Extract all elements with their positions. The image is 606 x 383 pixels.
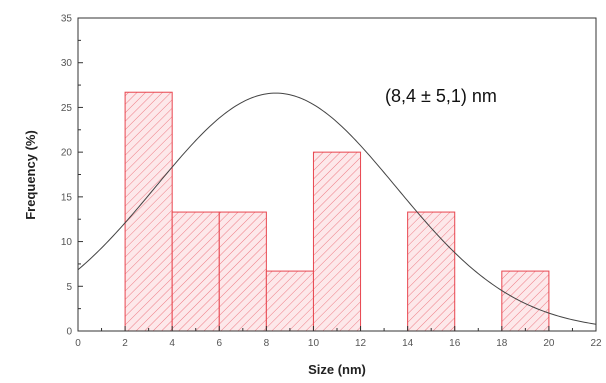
x-tick-label-4: 4 (169, 338, 175, 349)
histogram-bar-14-16 (407, 211, 456, 332)
gaussian-fit-curve (78, 92, 596, 325)
x-tick-label-22: 22 (590, 338, 602, 349)
x-tick-label-14: 14 (402, 338, 414, 349)
histogram-bar-6-8 (218, 211, 267, 332)
x-axis: 0 2 4 6 8 10 12 14 16 18 20 22 (75, 326, 602, 349)
x-tick-label-2: 2 (122, 338, 128, 349)
x-tick-label-12: 12 (355, 338, 367, 349)
x-tick-label-10: 10 (308, 338, 320, 349)
y-tick-label-10: 10 (61, 237, 73, 248)
x-tick-label-8: 8 (264, 338, 270, 349)
y-axis: 0 5 10 15 20 25 30 35 (61, 14, 83, 338)
x-axis-title: Size (nm) (308, 362, 366, 377)
x-tick-label-18: 18 (496, 338, 508, 349)
x-tick-label-6: 6 (216, 338, 222, 349)
y-tick-label-15: 15 (61, 192, 73, 203)
histogram-bar-2-4 (124, 91, 173, 332)
y-tick-label-20: 20 (61, 148, 73, 159)
y-axis-title: Frequency (%) (23, 130, 38, 220)
histogram-bar-8-10 (265, 270, 314, 332)
annotation-label: (8,4 ± 5,1) nm (385, 86, 497, 106)
x-tick-label-16: 16 (449, 338, 461, 349)
y-tick-label-35: 35 (61, 14, 73, 25)
histogram-bar-4-6 (171, 211, 220, 332)
y-tick-label-0: 0 (66, 327, 72, 338)
y-tick-label-5: 5 (66, 282, 72, 293)
y-tick-label-30: 30 (61, 58, 73, 69)
x-tick-label-0: 0 (75, 338, 81, 349)
bars-layer (124, 91, 550, 332)
x-tick-label-20: 20 (543, 338, 555, 349)
histogram-bar-18-20 (501, 270, 550, 332)
y-tick-label-25: 25 (61, 103, 73, 114)
histogram-bar-10-12 (312, 151, 362, 332)
